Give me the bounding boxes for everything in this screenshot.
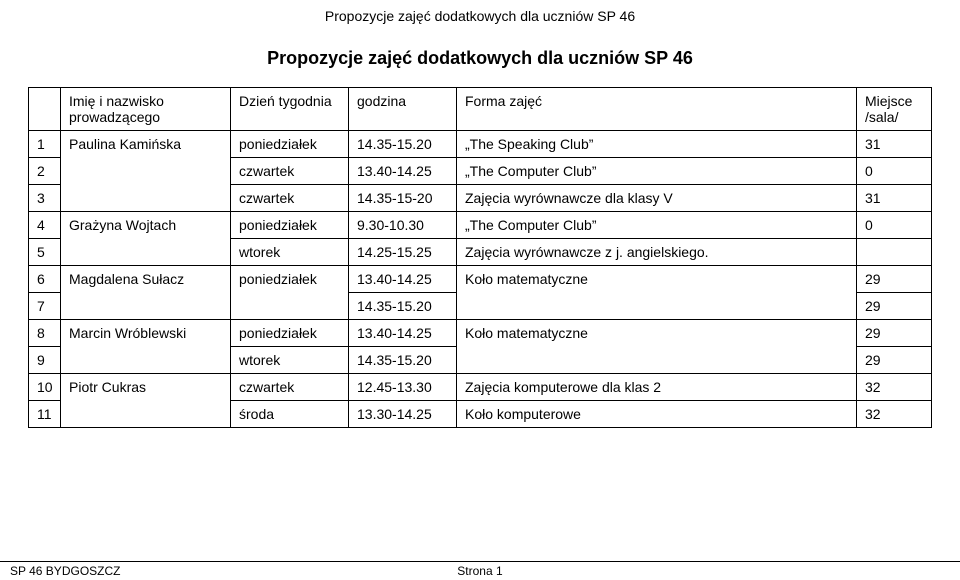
table-header-row: Imię i nazwisko prowadzącego Dzień tygod… (29, 88, 932, 131)
footer-right (637, 564, 950, 578)
cell-form (457, 293, 857, 320)
col-header-hour: godzina (349, 88, 457, 131)
cell-num: 1 (29, 131, 61, 158)
cell-num: 3 (29, 185, 61, 212)
cell-hour: 13.40-14.25 (349, 320, 457, 347)
cell-form: Koło matematyczne (457, 320, 857, 347)
cell-hour: 13.40-14.25 (349, 266, 457, 293)
cell-place: 31 (857, 185, 932, 212)
cell-day: poniedziałek (231, 266, 349, 293)
cell-form: Koło komputerowe (457, 401, 857, 428)
cell-hour: 14.25-15.25 (349, 239, 457, 266)
cell-hour: 13.30-14.25 (349, 401, 457, 428)
cell-num: 10 (29, 374, 61, 401)
cell-place (857, 239, 932, 266)
col-header-place: Miejsce /sala/ (857, 88, 932, 131)
cell-num: 11 (29, 401, 61, 428)
cell-num: 5 (29, 239, 61, 266)
col-header-day: Dzień tygodnia (231, 88, 349, 131)
cell-place: 0 (857, 212, 932, 239)
cell-name: Marcin Wróblewski (61, 320, 231, 347)
cell-day: poniedziałek (231, 212, 349, 239)
cell-name (61, 401, 231, 428)
cell-day: czwartek (231, 158, 349, 185)
cell-num: 6 (29, 266, 61, 293)
table-row: 3 czwartek 14.35-15-20 Zajęcia wyrównawc… (29, 185, 932, 212)
table-container: Imię i nazwisko prowadzącego Dzień tygod… (0, 87, 960, 428)
col-header-form: Forma zajęć (457, 88, 857, 131)
cell-place: 32 (857, 401, 932, 428)
cell-day: czwartek (231, 185, 349, 212)
cell-place: 29 (857, 347, 932, 374)
cell-hour: 14.35-15-20 (349, 185, 457, 212)
cell-hour: 14.35-15.20 (349, 347, 457, 374)
footer-left: SP 46 BYDGOSZCZ (10, 564, 323, 578)
cell-form (457, 347, 857, 374)
cell-name: Piotr Cukras (61, 374, 231, 401)
cell-form: Zajęcia komputerowe dla klas 2 (457, 374, 857, 401)
document-title: Propozycje zajęć dodatkowych dla uczniów… (0, 28, 960, 87)
cell-num: 2 (29, 158, 61, 185)
table-row: 11 środa 13.30-14.25 Koło komputerowe 32 (29, 401, 932, 428)
table-row: 2 czwartek 13.40-14.25 „The Computer Clu… (29, 158, 932, 185)
table-row: 5 wtorek 14.25-15.25 Zajęcia wyrównawcze… (29, 239, 932, 266)
cell-name (61, 293, 231, 320)
table-body: 1 Paulina Kamińska poniedziałek 14.35-15… (29, 131, 932, 428)
page-header: Propozycje zajęć dodatkowych dla uczniów… (0, 0, 960, 28)
cell-num: 8 (29, 320, 61, 347)
cell-form: Zajęcia wyrównawcze dla klasy V (457, 185, 857, 212)
cell-name (61, 158, 231, 185)
cell-num: 9 (29, 347, 61, 374)
table-row: 1 Paulina Kamińska poniedziałek 14.35-15… (29, 131, 932, 158)
page-footer: SP 46 BYDGOSZCZ Strona 1 (0, 561, 960, 578)
cell-day: czwartek (231, 374, 349, 401)
table-row: 7 14.35-15.20 29 (29, 293, 932, 320)
cell-day: poniedziałek (231, 131, 349, 158)
cell-name: Grażyna Wojtach (61, 212, 231, 239)
cell-hour: 9.30-10.30 (349, 212, 457, 239)
cell-place: 0 (857, 158, 932, 185)
cell-hour: 14.35-15.20 (349, 293, 457, 320)
cell-form: „The Speaking Club” (457, 131, 857, 158)
cell-place: 29 (857, 266, 932, 293)
cell-place: 29 (857, 320, 932, 347)
table-row: 9 wtorek 14.35-15.20 29 (29, 347, 932, 374)
col-header-name: Imię i nazwisko prowadzącego (61, 88, 231, 131)
cell-name (61, 185, 231, 212)
cell-hour: 13.40-14.25 (349, 158, 457, 185)
cell-day: środa (231, 401, 349, 428)
footer-center: Strona 1 (323, 564, 636, 578)
schedule-table: Imię i nazwisko prowadzącego Dzień tygod… (28, 87, 932, 428)
cell-day: wtorek (231, 239, 349, 266)
cell-num: 7 (29, 293, 61, 320)
table-row: 6 Magdalena Sułacz poniedziałek 13.40-14… (29, 266, 932, 293)
cell-form: „The Computer Club” (457, 212, 857, 239)
cell-place: 29 (857, 293, 932, 320)
table-row: 4 Grażyna Wojtach poniedziałek 9.30-10.3… (29, 212, 932, 239)
cell-place: 32 (857, 374, 932, 401)
cell-hour: 12.45-13.30 (349, 374, 457, 401)
cell-day: wtorek (231, 347, 349, 374)
table-row: 8 Marcin Wróblewski poniedziałek 13.40-1… (29, 320, 932, 347)
table-row: 10 Piotr Cukras czwartek 12.45-13.30 Zaj… (29, 374, 932, 401)
cell-day (231, 293, 349, 320)
cell-name (61, 239, 231, 266)
cell-form: „The Computer Club” (457, 158, 857, 185)
cell-day: poniedziałek (231, 320, 349, 347)
cell-place: 31 (857, 131, 932, 158)
cell-hour: 14.35-15.20 (349, 131, 457, 158)
cell-name: Magdalena Sułacz (61, 266, 231, 293)
col-header-num (29, 88, 61, 131)
cell-num: 4 (29, 212, 61, 239)
cell-form: Zajęcia wyrównawcze z j. angielskiego. (457, 239, 857, 266)
cell-form: Koło matematyczne (457, 266, 857, 293)
cell-name (61, 347, 231, 374)
cell-name: Paulina Kamińska (61, 131, 231, 158)
